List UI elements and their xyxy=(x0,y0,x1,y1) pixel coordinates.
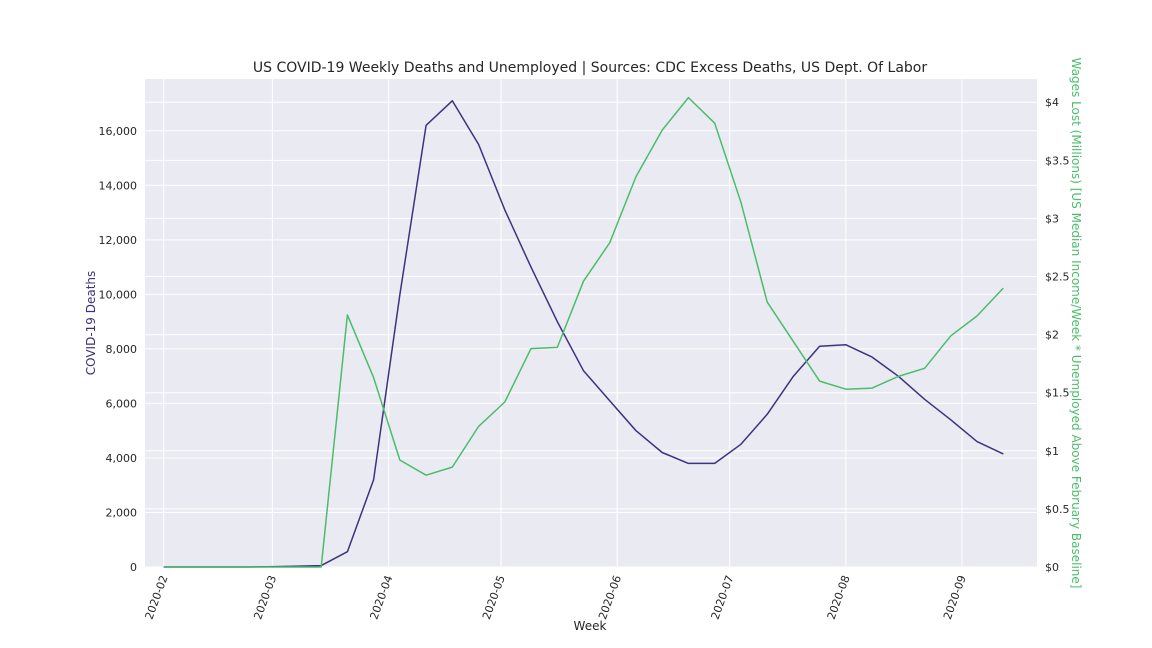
y-right-tick-label: $3.5 xyxy=(1045,154,1070,167)
y-right-tick-label: $1.5 xyxy=(1045,387,1070,400)
y-left-tick-label: 2,000 xyxy=(106,506,138,519)
x-tick-label: 2020-02 xyxy=(143,574,171,622)
y-right-tick-label: $0.5 xyxy=(1045,503,1070,516)
deaths-series-line xyxy=(163,100,1004,568)
x-axis-title: Week xyxy=(574,619,607,633)
y-left-tick-label: 16,000 xyxy=(99,125,138,138)
y-right-tick-label: $3 xyxy=(1045,212,1059,225)
y-left-tick-label: 4,000 xyxy=(106,452,138,465)
y-left-tick-label: 10,000 xyxy=(99,288,138,301)
y-right-axis-title: Wages Lost (Millions) [US Median Income/… xyxy=(1069,58,1083,589)
x-tick-label: 2020-09 xyxy=(941,574,969,622)
grid-lines xyxy=(145,79,1037,568)
y-left-tick-label: 14,000 xyxy=(99,179,138,192)
x-tick-label: 2020-03 xyxy=(251,574,279,622)
x-tick-label: 2020-05 xyxy=(480,574,508,622)
y-left-axis-title: COVID-19 Deaths xyxy=(84,271,98,376)
series-layer xyxy=(163,96,1004,568)
x-tick-label: 2020-04 xyxy=(367,574,395,622)
y-right-tick-label: $2.5 xyxy=(1045,271,1070,284)
chart-title: US COVID-19 Weekly Deaths and Unemployed… xyxy=(253,60,927,76)
y-left-tick-label: 0 xyxy=(130,561,137,574)
y-left-tick-label: 6,000 xyxy=(106,397,138,410)
y-right-tick-label: $4 xyxy=(1045,96,1059,109)
y-right-tick-label: $0 xyxy=(1045,561,1059,574)
y-left-tick-label: 12,000 xyxy=(99,234,138,247)
plot-background xyxy=(145,79,1037,567)
y-right-tick-label: $2 xyxy=(1045,329,1059,342)
x-tick-label: 2020-07 xyxy=(709,574,737,622)
y-left-tick-label: 8,000 xyxy=(106,343,138,356)
y-right-tick-label: $1 xyxy=(1045,445,1059,458)
x-tick-label: 2020-06 xyxy=(596,574,624,622)
wages-lost-series-line xyxy=(163,96,1004,568)
x-tick-label: 2020-08 xyxy=(825,574,853,622)
